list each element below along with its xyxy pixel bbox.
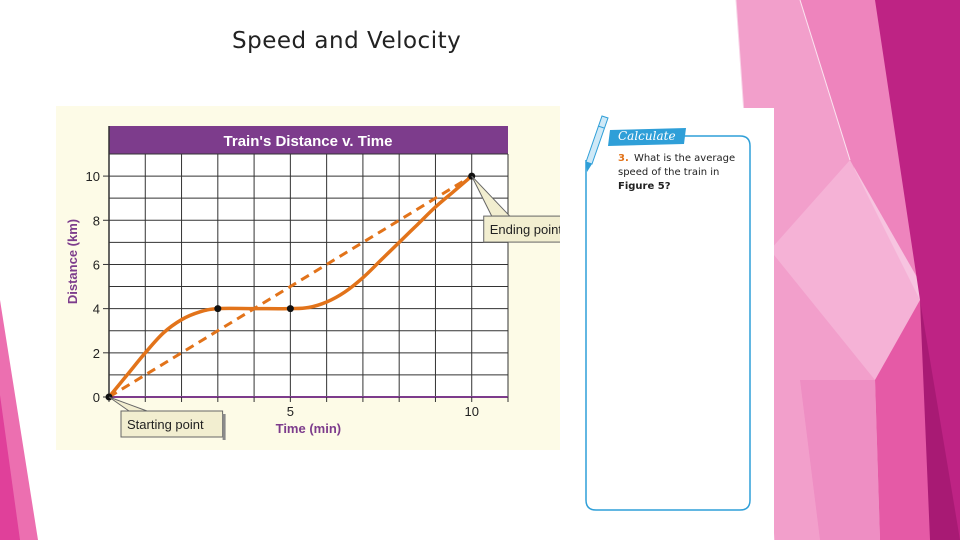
question-number: 3. (618, 153, 629, 164)
y-tick-label: 0 (93, 390, 100, 405)
x-axis-label: Time (min) (276, 421, 342, 436)
y-tick-label: 10 (86, 169, 100, 184)
y-tick-label: 4 (93, 302, 100, 317)
calculate-question: 3. What is the average speed of the trai… (618, 152, 738, 194)
y-tick-label: 2 (93, 346, 100, 361)
y-axis-label: Distance (km) (65, 219, 80, 304)
average-speed-line-dashed (108, 174, 473, 399)
callout-box (483, 215, 560, 243)
callout-label: Ending point (490, 222, 560, 237)
callout-shadow (222, 414, 226, 440)
calculate-heading: Calculate (618, 129, 676, 143)
x-tick-label: 5 (287, 404, 294, 419)
calculate-panel: Calculate 3. What is the average speed o… (572, 108, 774, 540)
distance-curve-solid (107, 174, 474, 399)
figure-reference: Figure 5? (618, 181, 671, 192)
distance-time-chart: Train's Distance v. Time 0 2 4 6 8 10 5 10 Star… (65, 126, 560, 440)
chart-figure: Train's Distance v. Time 0 2 4 6 8 10 5 10 Star… (56, 106, 560, 450)
slide-title: Speed and Velocity (232, 28, 462, 54)
pencil-icon (585, 115, 609, 172)
y-tick-label: 8 (93, 213, 100, 228)
question-text: What is the average speed of the train i… (618, 153, 736, 178)
callout-label: Starting point (127, 417, 204, 432)
chart-title: Train's Distance v. Time (224, 133, 393, 150)
right-decorative-shapes (735, 0, 960, 540)
data-point (286, 305, 294, 313)
x-tick-label: 10 (464, 404, 478, 419)
y-tick-label: 6 (93, 257, 100, 272)
data-point (214, 305, 222, 313)
calculate-heading-box (608, 128, 686, 146)
callout-pointer (108, 396, 148, 412)
chart-title-bar (109, 126, 508, 154)
left-decorative-shape (0, 300, 38, 540)
calculate-frame: Calculate (585, 115, 751, 511)
